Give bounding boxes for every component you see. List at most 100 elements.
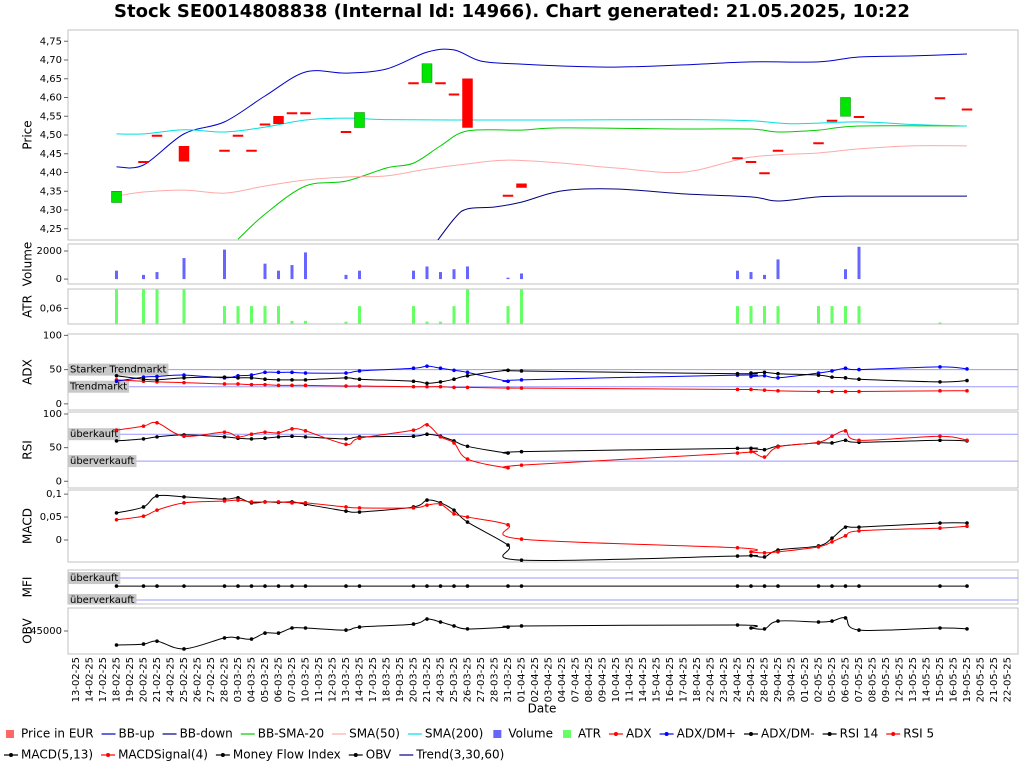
data-point	[843, 429, 848, 433]
data-point	[344, 442, 348, 447]
bar	[466, 289, 469, 324]
data-point	[290, 626, 294, 630]
x-tick-label: 18-04-25	[692, 657, 703, 702]
data-point	[425, 432, 429, 436]
data-point	[749, 584, 753, 588]
data-point	[776, 376, 780, 380]
bar	[844, 306, 847, 324]
data-point	[249, 382, 254, 387]
data-point	[114, 373, 119, 378]
candle	[178, 146, 190, 162]
data-point	[114, 518, 119, 522]
bar	[182, 289, 186, 324]
bar	[358, 270, 361, 280]
data-point	[830, 441, 834, 445]
legend-label: Price in EUR	[21, 727, 94, 741]
data-point	[222, 435, 227, 439]
reference-label-bg	[68, 455, 137, 468]
series-line	[437, 188, 967, 240]
data-point	[114, 643, 119, 647]
y-tick-label: 4,55	[40, 111, 62, 122]
data-point	[276, 584, 281, 588]
data-point	[938, 389, 942, 393]
data-point	[263, 500, 267, 504]
data-point	[438, 435, 443, 439]
x-tick-label: 10-03-25	[301, 657, 312, 702]
data-point	[816, 440, 821, 445]
data-point	[425, 384, 429, 389]
bar	[142, 274, 145, 280]
x-tick-label: 19-02-25	[125, 657, 136, 702]
x-tick-label: 13-05-25	[908, 657, 919, 702]
data-point	[263, 370, 267, 375]
data-point	[263, 436, 267, 441]
reference-label-bg	[68, 593, 137, 604]
legend-swatch	[493, 730, 502, 738]
bar	[857, 246, 861, 280]
data-point	[263, 584, 267, 588]
data-point	[938, 365, 942, 369]
data-point	[222, 430, 227, 434]
data-point	[182, 376, 186, 380]
x-tick-label: 26-03-25	[463, 657, 474, 702]
x-tick-label: 05-03-25	[260, 657, 271, 702]
data-point	[303, 378, 308, 382]
data-point	[411, 384, 416, 389]
legend-label: OBV	[366, 748, 392, 762]
data-point	[749, 553, 753, 558]
x-tick-label: 27-02-25	[206, 657, 217, 702]
data-point	[762, 388, 767, 392]
data-point	[182, 434, 186, 439]
plot-area	[115, 289, 942, 324]
data-point	[249, 637, 254, 641]
data-point	[452, 368, 456, 373]
data-point	[114, 428, 119, 432]
data-point	[776, 389, 780, 393]
panel-frame	[67, 243, 1019, 285]
data-point	[735, 623, 740, 627]
data-point	[452, 584, 456, 588]
data-point	[249, 376, 254, 380]
panel-frame	[67, 607, 1019, 655]
bar	[452, 269, 456, 280]
data-point	[155, 639, 159, 643]
data-point	[344, 384, 348, 388]
data-point	[938, 584, 942, 588]
data-point	[843, 376, 848, 380]
bar	[290, 320, 294, 324]
reference-label: überkauft	[70, 573, 118, 584]
x-tick-label: 28-03-25	[490, 657, 501, 702]
data-point	[357, 510, 362, 514]
data-point	[735, 446, 740, 451]
x-tick-label: 10-04-25	[611, 657, 622, 702]
reference-label-bg	[68, 428, 121, 441]
data-point	[263, 382, 267, 387]
bar	[250, 306, 253, 324]
data-point	[965, 389, 969, 393]
data-point	[506, 386, 510, 390]
data-point	[749, 387, 753, 392]
data-point	[506, 379, 510, 384]
data-point	[155, 374, 159, 379]
y-tick-label: 4,25	[40, 224, 62, 235]
data-point	[263, 430, 267, 434]
x-tick-label: 22-04-25	[706, 657, 717, 702]
data-point	[749, 449, 753, 454]
data-point	[249, 432, 254, 436]
candle	[435, 82, 446, 85]
x-tick-label: 03-04-25	[544, 657, 555, 702]
candle	[246, 149, 257, 152]
data-point	[465, 370, 470, 375]
data-point	[425, 584, 429, 588]
bar	[142, 289, 145, 324]
bar	[520, 289, 523, 324]
data-point	[762, 627, 767, 631]
series-line	[116, 145, 968, 197]
bar	[223, 306, 226, 324]
x-tick-label: 24-02-25	[166, 657, 177, 702]
data-point	[357, 384, 362, 388]
data-point	[965, 521, 969, 525]
data-point	[276, 378, 281, 382]
bar	[776, 259, 780, 280]
data-point	[857, 367, 861, 372]
